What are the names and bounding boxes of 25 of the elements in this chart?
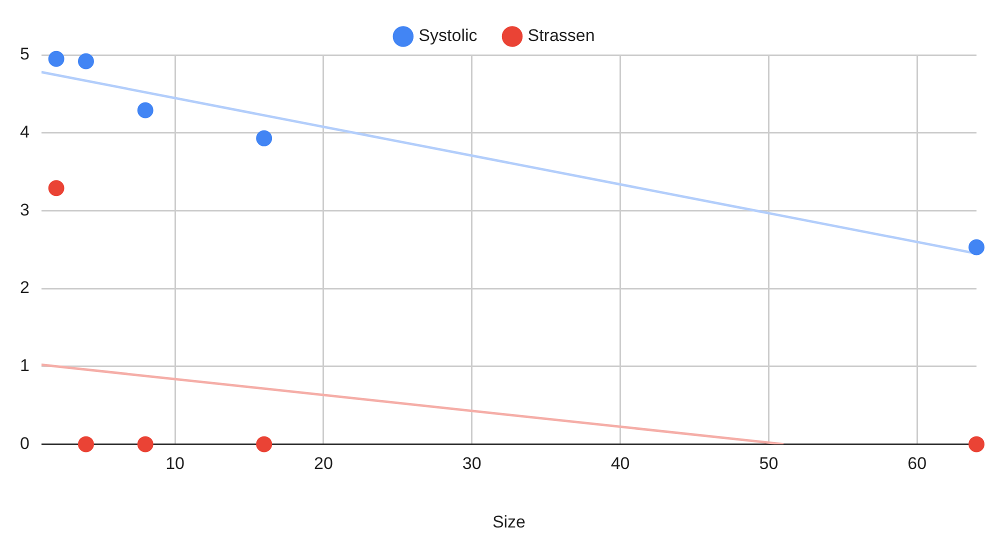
x-axis-title: Size <box>492 512 526 532</box>
y-tick-label: 0 <box>20 434 30 453</box>
legend-label: Systolic <box>418 26 478 46</box>
y-tick-label: 2 <box>20 278 30 298</box>
point <box>256 130 272 146</box>
point <box>968 436 984 452</box>
point <box>78 53 94 70</box>
y-tick-label: 5 <box>20 44 30 64</box>
x-tick-label: 40 <box>610 454 630 474</box>
point <box>137 436 154 452</box>
y-tick-label: 3 <box>20 200 30 220</box>
legend-label: Strassen <box>528 26 595 46</box>
x-tick-label: 10 <box>166 454 184 474</box>
point <box>48 50 64 67</box>
point <box>78 436 94 452</box>
point <box>256 436 272 452</box>
y-tick-label: 4 <box>20 122 30 142</box>
x-tick-label: 30 <box>462 454 482 474</box>
point <box>48 180 64 196</box>
point <box>137 102 154 118</box>
x-tick-label: 20 <box>314 454 333 474</box>
x-tick-label: 50 <box>759 454 778 474</box>
y-tick-label: 1 <box>20 356 30 376</box>
x-tick-label: 60 <box>908 454 927 474</box>
point <box>968 239 984 256</box>
